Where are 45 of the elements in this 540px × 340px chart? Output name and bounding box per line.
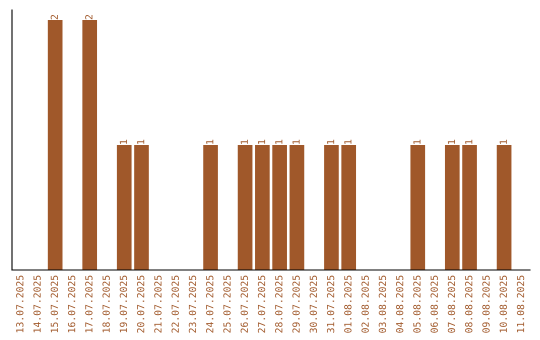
data-label: 1 bbox=[206, 140, 214, 144]
data-label: 1 bbox=[120, 140, 127, 144]
x-tick-label: 26.07.2025 bbox=[240, 276, 248, 333]
data-label: 1 bbox=[500, 140, 507, 144]
x-tick-label: 25.07.2025 bbox=[223, 276, 231, 333]
x-tick-label: 10.08.2025 bbox=[500, 276, 507, 332]
x-tick-label: 13.07.2025 bbox=[16, 276, 24, 332]
data-label: 1 bbox=[344, 140, 352, 144]
data-label: 2 bbox=[85, 14, 92, 20]
data-label: 1 bbox=[448, 140, 456, 144]
x-tick-label: 18.07.2025 bbox=[102, 276, 110, 332]
x-tick-label: 07.08.2025 bbox=[448, 276, 456, 333]
x-tick-label: 02.08.2025 bbox=[361, 276, 369, 333]
data-label: 2 bbox=[50, 14, 58, 20]
data-label: 1 bbox=[413, 140, 420, 144]
x-tick-label: 08.08.2025 bbox=[465, 276, 472, 333]
x-tick-label: 04.08.2025 bbox=[396, 276, 404, 333]
data-label: 1 bbox=[258, 140, 266, 144]
x-tick-label: 05.08.2025 bbox=[413, 276, 421, 333]
x-tick-label: 11.08.2025 bbox=[516, 276, 524, 332]
data-label: 1 bbox=[292, 140, 300, 144]
x-tick-label: 23.07.2025 bbox=[188, 276, 196, 333]
data-label: 1 bbox=[275, 140, 282, 144]
x-tick-label: 20.07.2025 bbox=[136, 276, 144, 333]
x-tick-label: 24.07.2025 bbox=[206, 276, 214, 333]
data-label: 1 bbox=[465, 140, 472, 144]
data-label: 1 bbox=[327, 140, 334, 144]
x-tick-label: 01.08.2025 bbox=[344, 276, 352, 333]
x-tick-label: 31.07.2025 bbox=[326, 276, 334, 333]
x-tick-label: 21.07.2025 bbox=[154, 276, 162, 333]
data-label: 1 bbox=[240, 140, 248, 144]
x-tick-label: 15.07.2025 bbox=[50, 276, 58, 332]
data-label: 1 bbox=[137, 140, 144, 144]
x-tick-label: 06.08.2025 bbox=[430, 276, 438, 333]
x-tick-label: 28.07.2025 bbox=[275, 276, 282, 333]
x-tick-label: 03.08.2025 bbox=[378, 276, 386, 333]
x-tick-label: 09.08.2025 bbox=[482, 276, 490, 333]
x-tick-label: 17.07.2025 bbox=[85, 276, 93, 332]
x-tick-label: 22.07.2025 bbox=[172, 276, 179, 333]
x-tick-label: 30.07.2025 bbox=[310, 276, 318, 333]
x-tick-label: 16.07.2025 bbox=[68, 276, 76, 332]
x-tick-label: 14.07.2025 bbox=[33, 276, 41, 332]
x-tick-label: 29.07.2025 bbox=[292, 276, 300, 333]
x-tick-label: 27.07.2025 bbox=[258, 276, 266, 333]
x-tick-label: 19.07.2025 bbox=[120, 276, 128, 332]
